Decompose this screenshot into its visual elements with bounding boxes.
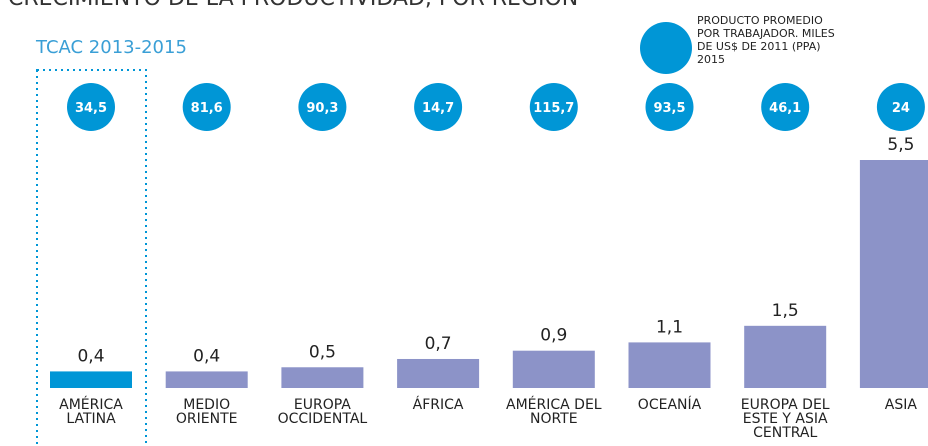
bar [397, 358, 480, 388]
legend-label: PRODUCTO PROMEDIO POR TRABAJADOR. MILES … [697, 14, 835, 66]
circle-marker [414, 83, 463, 131]
value-label: 1,5 [772, 301, 799, 321]
bar [512, 350, 595, 388]
circle-marker [298, 83, 347, 131]
x-tick-label: MEDIO ORIENTE [175, 397, 238, 427]
circle-label: 46,1 [769, 101, 801, 116]
legend-marker [640, 22, 692, 74]
x-tick-label: EUROPA DEL ESTE Y ASIA CENTRAL [740, 397, 830, 441]
chart-title: CRECIMIENTO DE LA PRODUCTIVIDAD, POR REG… [8, 0, 578, 11]
bar [165, 371, 248, 388]
x-tick-label: ASIA [884, 397, 917, 413]
chart-subtitle: TCAC 2013-2015 [36, 37, 187, 58]
circle-label: 14,7 [422, 101, 454, 116]
value-label: 5,5 [887, 135, 914, 155]
x-tick-label: AMÉRICA DEL NORTE [506, 397, 602, 427]
circle-label: 90,3 [306, 101, 338, 116]
circle-label: 34,5 [75, 101, 107, 116]
bar [281, 367, 364, 388]
circle-label: 81,6 [191, 101, 223, 116]
bar [744, 325, 827, 388]
circle-marker [182, 83, 231, 131]
circle-marker [67, 83, 115, 131]
circle-marker [876, 83, 925, 131]
circle-label: 115,7 [533, 101, 574, 116]
x-tick-label: OCEANÍA [637, 397, 702, 413]
value-label: 0,5 [309, 342, 336, 362]
highlight-box [36, 69, 147, 446]
bar [859, 160, 928, 388]
value-label: 0,7 [425, 334, 452, 354]
circle-marker [529, 83, 578, 131]
value-label: 1,1 [656, 317, 683, 337]
x-tick-label: EUROPA OCCIDENTAL [277, 397, 368, 427]
x-tick-label: AMÉRICA LATINA [59, 397, 123, 427]
bar [50, 371, 132, 388]
value-label: 0,4 [193, 346, 220, 366]
circle-label: 93,5 [653, 101, 685, 116]
x-tick-label: ÁFRICA [412, 397, 464, 413]
circle-marker [645, 83, 694, 131]
value-label: 0,4 [77, 346, 104, 366]
circle-label: 24 [892, 101, 910, 116]
value-label: 0,9 [540, 326, 567, 346]
bar [628, 342, 711, 388]
circle-marker [761, 83, 810, 131]
